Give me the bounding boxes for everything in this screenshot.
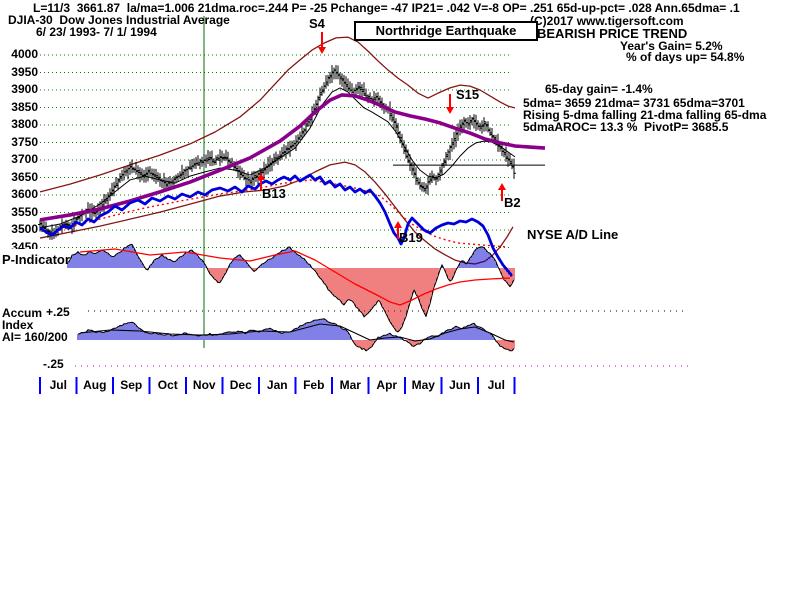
price-axis-label: 3450 xyxy=(11,240,38,249)
price-axis-label: 3700 xyxy=(11,152,38,166)
month-label: Sep xyxy=(120,378,143,392)
price-axis-label: 3500 xyxy=(11,222,38,236)
month-label: Jul xyxy=(49,378,67,392)
month-label: Jun xyxy=(449,378,471,392)
copyright: (C)2017 www.tigersoft.com xyxy=(530,14,684,28)
month-label: Nov xyxy=(192,378,216,392)
chart-title: DJIA-30 Dow Jones Industrial Average xyxy=(8,13,230,27)
month-label: May xyxy=(411,378,435,392)
date-range: 6/ 23/ 1993- 7/ 1/ 1994 xyxy=(36,25,157,39)
northridge-annotation-box: Northridge Earthquake xyxy=(354,21,538,41)
trend-label: BEARISH PRICE TREND xyxy=(537,26,688,41)
price-axis-label: 3800 xyxy=(11,117,38,131)
nyse-ad-line-label: NYSE A/D Line xyxy=(527,227,619,242)
signal-label-s4: S4 xyxy=(309,16,325,31)
month-label: Apr xyxy=(376,378,398,392)
dma-values: 5dma= 3659 21dma= 3731 65dma=3701 xyxy=(523,96,745,110)
p-indicator-label: P-Indicator xyxy=(2,252,70,267)
price-axis-label: 3600 xyxy=(11,187,38,201)
ai-value: AI= 160/200 xyxy=(2,330,68,344)
month-label: Jul xyxy=(487,378,505,392)
signal-label-b19: B19 xyxy=(399,230,423,245)
accum-index-label: Index xyxy=(2,318,34,332)
price-axis-label: 4000 xyxy=(11,47,38,61)
aroc-pivot: 5dmaAROC= 13.3 % PivotP= 3685.5 xyxy=(523,120,729,134)
accum-minus-level: -.25 xyxy=(43,357,64,371)
dma-trend: Rising 5-dma falling 21-dma falling 65-d… xyxy=(523,108,767,122)
accum-plus-level: +.25 xyxy=(46,305,70,319)
stats-line: L=11/3 3661.87 la/ma=1.006 21dma.roc=.24… xyxy=(33,1,740,15)
price-axis-label: 3550 xyxy=(11,204,38,219)
signal-label-s15: S15 xyxy=(456,87,480,102)
signal-label-b13: B13 xyxy=(262,186,286,201)
price-axis-label: 3850 xyxy=(11,99,38,114)
price-axis-label: 3950 xyxy=(11,64,38,79)
signal-label-b2: B2 xyxy=(504,195,521,210)
month-label: Oct xyxy=(157,378,178,392)
price-axis-label: 3750 xyxy=(11,134,38,149)
month-label: Aug xyxy=(83,378,107,392)
accum-label: Accum xyxy=(2,306,43,320)
price-axis-label: 3650 xyxy=(11,169,38,184)
price-axis-label: 3900 xyxy=(11,82,38,96)
years-gain: Year's Gain= 5.2% xyxy=(620,39,723,53)
month-label: Mar xyxy=(339,378,361,392)
days-up-pct: % of days up= 54.8% xyxy=(626,50,745,64)
month-label: Feb xyxy=(303,378,325,392)
gain-65day: 65-day gain= -1.4% xyxy=(545,82,653,96)
month-label: Jan xyxy=(266,378,288,392)
month-label: Dec xyxy=(229,378,252,392)
